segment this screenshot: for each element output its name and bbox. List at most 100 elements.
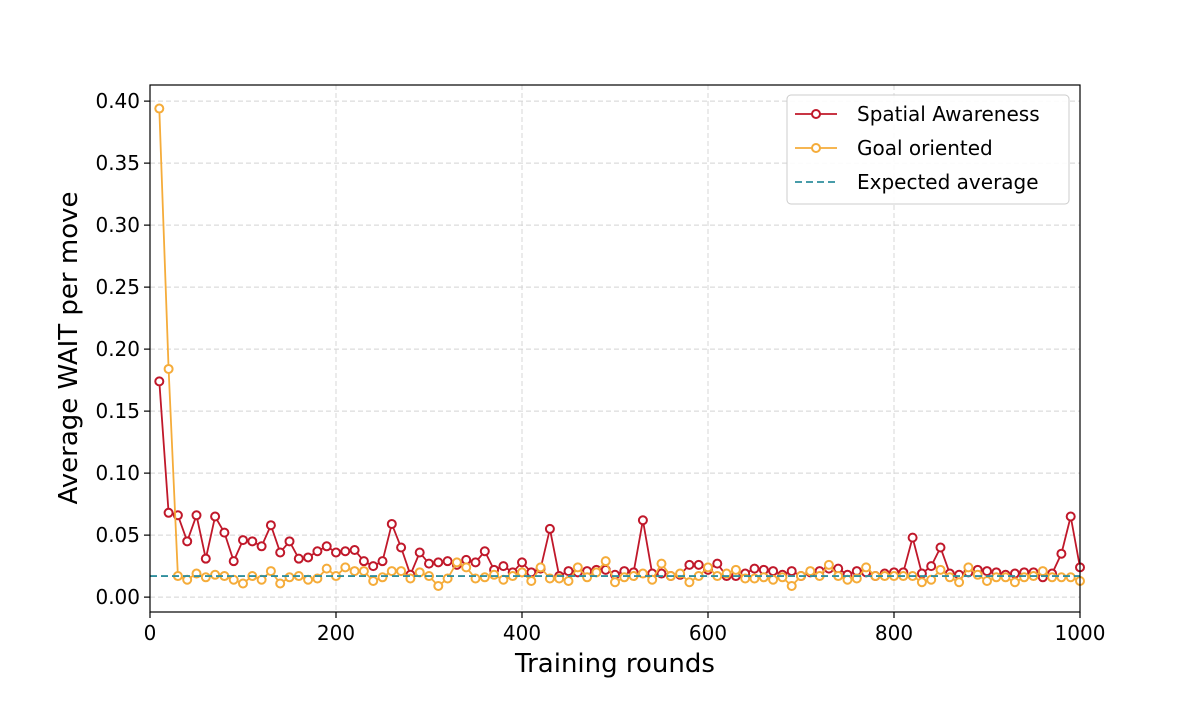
series-0-point	[1056, 548, 1067, 559]
grid	[149, 85, 1081, 612]
series-line-0	[158, 381, 1081, 579]
series-0-point	[563, 566, 574, 577]
series-1-point	[451, 557, 462, 568]
y-tick-label: 0.25	[95, 275, 140, 299]
series-0-point	[526, 567, 537, 578]
series-1-point	[377, 572, 388, 583]
series-1-point	[210, 569, 221, 580]
series-1-point	[768, 574, 779, 585]
series-1-point	[1019, 572, 1030, 583]
series-0-point	[433, 557, 444, 568]
series-1-point	[368, 576, 379, 586]
series-1-point	[182, 574, 193, 585]
series-1-point	[944, 572, 955, 583]
series-0-point	[684, 559, 695, 570]
series-1-point	[517, 567, 527, 578]
legend-label: Spatial Awareness	[857, 102, 1040, 126]
series-0-point	[256, 541, 267, 552]
series-1-point	[275, 578, 286, 589]
series-1-point	[358, 566, 369, 577]
series-1-point	[786, 580, 797, 591]
series-1-point	[489, 569, 500, 580]
series-0-point	[544, 523, 555, 534]
series-0-point	[182, 536, 193, 547]
series-1-point	[386, 566, 397, 577]
series-0-point	[786, 566, 797, 577]
series-1-point	[1037, 566, 1048, 577]
x-tick-label: 600	[689, 621, 727, 645]
series-0-point	[284, 536, 295, 547]
series-1-point	[982, 576, 992, 586]
series-0-point	[442, 556, 453, 567]
series-0-point	[424, 558, 434, 569]
series-1-point	[591, 567, 602, 578]
y-tick-label: 0.30	[95, 213, 140, 237]
series-1-point	[414, 567, 425, 578]
x-tick-label: 800	[875, 621, 913, 645]
legend-entry: Expected average	[795, 170, 1039, 194]
series-1-point	[1065, 572, 1076, 583]
series-1-point	[916, 577, 927, 588]
series-0-point	[358, 556, 369, 567]
series-1-point	[479, 572, 490, 583]
series-0-point	[517, 557, 527, 568]
series-1-point	[730, 564, 741, 575]
series-0-point	[982, 566, 992, 577]
legend: Spatial Awareness Goal oriented Expected a…	[786, 94, 1070, 205]
series-0-point	[396, 542, 407, 553]
series-1-point	[991, 572, 1002, 583]
series-0-point	[200, 553, 211, 564]
series-1-point	[777, 572, 788, 583]
x-tick-label: 200	[317, 621, 355, 645]
series-0-point	[163, 507, 174, 518]
series-0-point	[1065, 511, 1076, 522]
legend-label: Goal oriented	[857, 136, 993, 160]
axes-frame	[149, 84, 1081, 613]
series-1-point	[154, 103, 165, 114]
series-0-point	[935, 542, 946, 553]
y-tick-label: 0.00	[95, 585, 140, 609]
y-tick-label: 0.05	[95, 523, 140, 547]
series-1-point	[284, 572, 295, 583]
x-tick-label: 400	[503, 621, 541, 645]
x-tick-label: 0	[144, 621, 157, 645]
series-0-point	[377, 556, 388, 567]
axis-ticks: 0 200 400 600 800 1000 0.00 0.05 0.10 0.15 0.20 0.2…	[95, 89, 1105, 645]
series-0-point	[219, 527, 230, 538]
y-tick-label: 0.35	[95, 151, 140, 175]
series-1-point	[461, 562, 472, 573]
series-1-point	[535, 562, 546, 573]
series-0-point	[340, 546, 351, 557]
series-1-point	[963, 562, 974, 573]
legend-marker-swatch	[811, 109, 821, 119]
series-1-point	[954, 577, 965, 588]
y-tick-label: 0.40	[95, 89, 140, 113]
series-1-point	[647, 574, 658, 585]
series-0-point	[154, 376, 165, 387]
series-0-point	[768, 566, 779, 577]
series-1-point	[228, 574, 239, 585]
legend-box	[786, 94, 1070, 205]
plot-area	[150, 103, 1085, 591]
x-axis-label: Training rounds	[514, 649, 715, 679]
series-1-point	[1047, 572, 1058, 583]
series-1-point	[935, 564, 946, 575]
series-1-point	[303, 574, 314, 585]
legend-marker-swatch	[811, 143, 821, 153]
series-1-point	[265, 566, 276, 577]
series-0-point	[331, 547, 341, 558]
series-1-point	[238, 578, 248, 589]
series-1-point	[582, 572, 593, 583]
series-0-point	[498, 561, 509, 572]
series-1-point	[842, 574, 853, 585]
series-0-point	[386, 518, 397, 529]
series-1-point	[1009, 577, 1020, 588]
series-0-point	[470, 557, 481, 568]
series-1-point	[163, 363, 174, 374]
series-1-point	[1056, 572, 1067, 583]
series-0-point	[312, 546, 323, 557]
series-0-point	[414, 547, 425, 558]
x-tick-label: 1000	[1055, 621, 1106, 645]
y-tick-label: 0.15	[95, 399, 140, 423]
